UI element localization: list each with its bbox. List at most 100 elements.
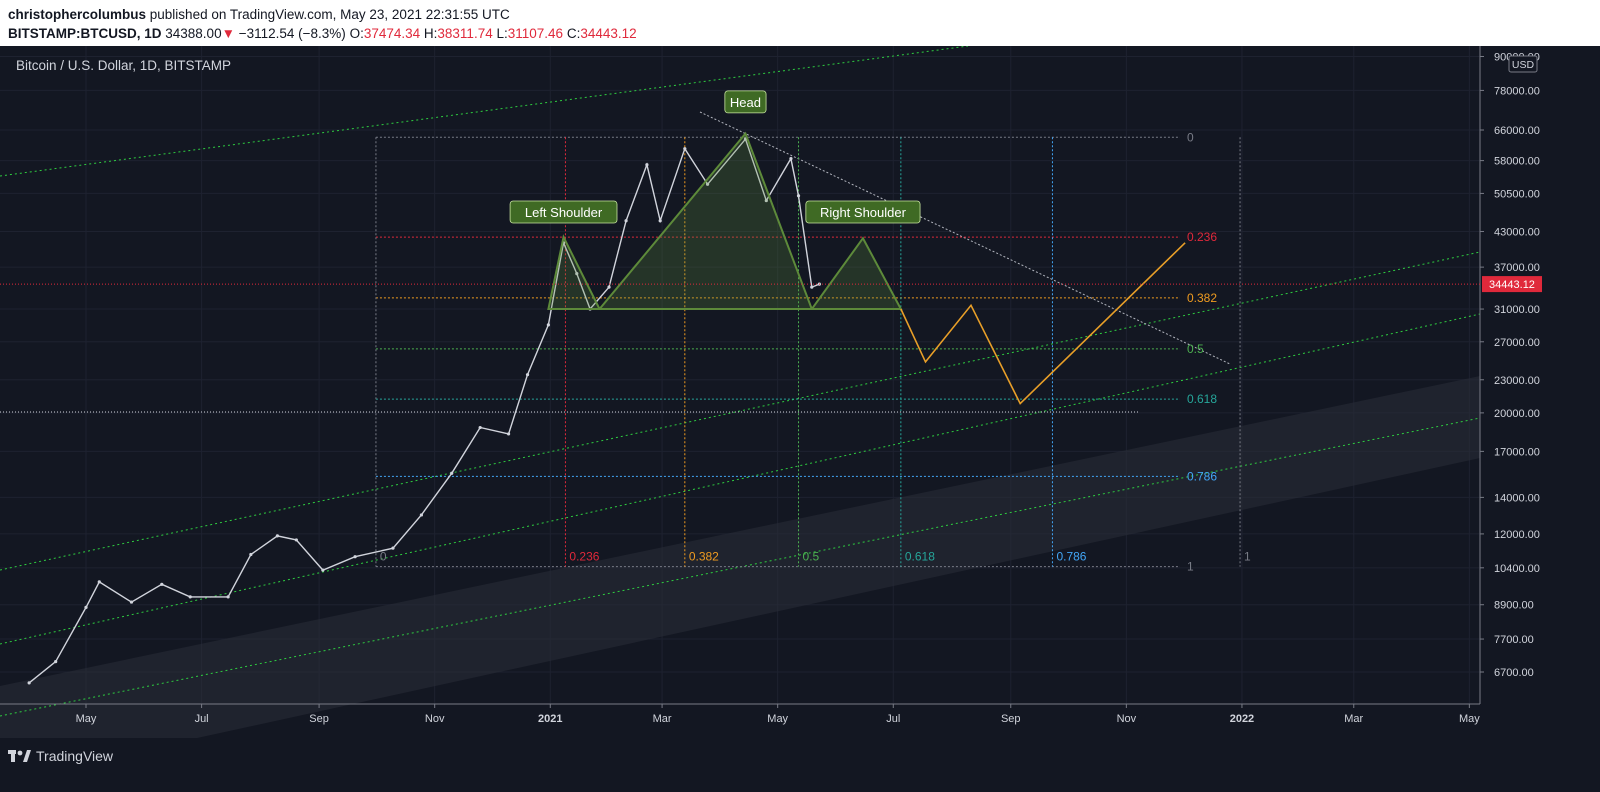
x-tick-label: Sep — [309, 713, 329, 725]
fib-level-label: 0.236 — [1187, 230, 1217, 244]
x-tick-label: May — [76, 713, 97, 725]
publish-line: christophercolumbus published on Trading… — [8, 7, 510, 22]
open-label: O: — [349, 26, 364, 41]
high-label: H: — [423, 26, 438, 41]
head-shoulders-pattern: Left Shoulder Head Right Shoulder — [509, 90, 921, 311]
price-chart[interactable]: 0 0.236 0.382 0.5 0.618 0.786 1 0 0.236 0.382 0.5 0… — [0, 45, 1600, 781]
y-tick-label: 23000.00 — [1494, 375, 1540, 387]
time-axis[interactable]: May Jul Sep Nov 2021 Mar May Jul Sep Nov 2022 Mar Ma… — [0, 703, 1480, 725]
head-shape — [597, 131, 814, 311]
channel-band — [0, 376, 1480, 781]
price-point — [645, 163, 649, 167]
x-tick-label: May — [1459, 713, 1480, 725]
annotation-label: Right Shoulder — [820, 205, 907, 220]
x-tick-label: May — [767, 713, 788, 725]
price-point — [683, 147, 687, 151]
fib-time-label: 0.236 — [569, 550, 599, 564]
open-value: 37474.34 — [363, 26, 421, 41]
price-point — [705, 182, 710, 186]
price-point — [624, 219, 628, 223]
last-price-label: 34443.12 — [1489, 279, 1535, 291]
y-tick-label: 20000.00 — [1494, 408, 1540, 420]
fib-time-label: 0.382 — [689, 550, 719, 564]
price-point — [506, 432, 511, 436]
price-point — [97, 580, 101, 584]
down-arrow-icon: ▼ — [221, 26, 235, 41]
x-tick-label: Nov — [1117, 713, 1137, 725]
y-tick-label: 66000.00 — [1494, 125, 1540, 137]
x-tick-label: 2022 — [1230, 713, 1254, 725]
y-tick-label: 50500.00 — [1494, 188, 1540, 200]
price-axis[interactable]: 6700.00 7700.00 8900.00 10400.00 12000.00 140… — [0, 46, 1542, 704]
x-tick-label: Nov — [425, 713, 445, 725]
fib-level-label: 0.618 — [1187, 392, 1217, 406]
price-point — [188, 595, 192, 599]
price-point — [249, 552, 253, 557]
fib-time-label: 0 — [380, 550, 387, 564]
y-tick-label: 43000.00 — [1494, 227, 1540, 239]
left-shoulder-shape — [547, 234, 602, 311]
fib-level-label: 0.786 — [1187, 469, 1217, 483]
annotation-label: Head — [730, 95, 761, 110]
y-tick-label: 27000.00 — [1494, 337, 1540, 349]
channel-lines — [0, 45, 1481, 781]
price-point — [796, 194, 801, 198]
fib-level-label: 0.382 — [1187, 291, 1217, 305]
price-point — [525, 373, 530, 377]
low-label: L: — [496, 26, 508, 41]
right-shoulder-shape — [809, 236, 903, 311]
price-line — [27, 137, 821, 685]
projection-line — [900, 242, 1186, 405]
close-value: 34443.12 — [580, 26, 637, 41]
projection-path — [900, 242, 1186, 405]
fib-time-label: 1 — [1244, 550, 1251, 564]
footer: TradingView — [0, 738, 1600, 792]
x-tick-label: 2021 — [538, 713, 562, 725]
last-price-tag — [1482, 276, 1542, 293]
channel-lower-line — [0, 417, 1481, 717]
y-tick-label: 78000.00 — [1494, 85, 1540, 97]
y-tick-label: 14000.00 — [1494, 492, 1540, 504]
y-tick-label: 8900.00 — [1494, 600, 1534, 612]
price-point — [27, 681, 31, 685]
price-point — [226, 595, 230, 599]
price-point — [294, 538, 298, 542]
y-tick-label: 10400.00 — [1494, 563, 1540, 575]
price-point — [546, 323, 550, 327]
y-tick-label: 7700.00 — [1494, 634, 1534, 646]
fib-time-label: 0.5 — [803, 550, 820, 564]
x-tick-label: Sep — [1001, 713, 1021, 725]
price-change: −3112.54 (−8.3%) — [238, 26, 346, 41]
author-name[interactable]: christophercolumbus — [8, 7, 147, 22]
price-point — [321, 568, 325, 572]
high-value: 38311.74 — [437, 26, 493, 41]
price-point — [658, 219, 662, 223]
publish-info: published on TradingView.com, May 23, 20… — [146, 7, 510, 22]
x-tick-label: Jul — [886, 713, 900, 725]
ohlc-line: BITSTAMP:BTCUSD, 1D 34388.00▼ −3112.54 (… — [8, 26, 637, 41]
last-price: 34388.00 — [165, 26, 222, 41]
y-tick-label: 17000.00 — [1494, 446, 1540, 458]
price-point — [478, 425, 482, 430]
fib-retracement: 0 0.236 0.382 0.5 0.618 0.786 1 0 0.236 0.382 0.5 0… — [375, 130, 1251, 574]
currency-button[interactable] — [1508, 55, 1538, 73]
price-point — [450, 471, 454, 475]
price-point — [391, 546, 395, 550]
tradingview-logo-icon — [8, 750, 31, 762]
y-tick-label: 31000.00 — [1494, 304, 1540, 316]
price-point — [84, 605, 88, 610]
fib-level-label: 0.5 — [1187, 342, 1204, 356]
chart-title: Bitcoin / U.S. Dollar, 1D, BITSTAMP — [16, 58, 231, 73]
symbol-label: BITSTAMP:BTCUSD, 1D — [8, 26, 162, 41]
fib-time-label: 0.618 — [905, 550, 935, 564]
footer-brand[interactable]: TradingView — [36, 748, 114, 764]
chart-area[interactable]: 0 0.236 0.382 0.5 0.618 0.786 1 0 0.236 0.382 0.5 0… — [0, 45, 1600, 781]
price-point — [160, 582, 164, 586]
channel-upper-line — [0, 251, 1481, 571]
currency-label: USD — [1512, 59, 1535, 71]
price-point — [810, 285, 814, 289]
annotation-label: Left Shoulder — [525, 205, 603, 220]
price-point — [789, 156, 793, 161]
x-tick-label: Jul — [195, 713, 209, 725]
publish-header: christophercolumbus published on Trading… — [0, 0, 1600, 46]
